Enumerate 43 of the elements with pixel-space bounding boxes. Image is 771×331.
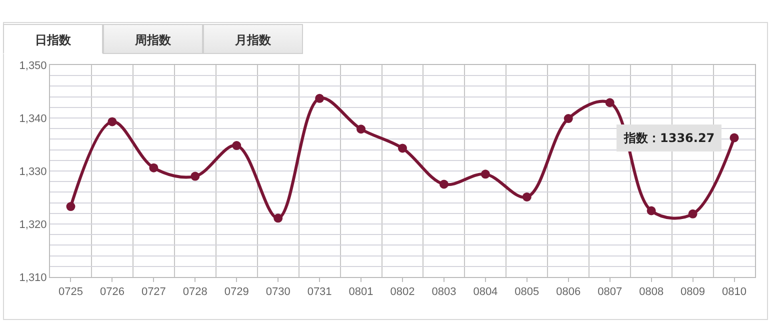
y-tick-label: 1,350 xyxy=(19,60,47,72)
x-tick-label: 0804 xyxy=(473,286,498,298)
point xyxy=(439,180,448,189)
point xyxy=(730,133,739,142)
x-tick-label: 0809 xyxy=(680,286,706,298)
x-tick-label: 0810 xyxy=(722,286,746,298)
point xyxy=(356,124,366,134)
point xyxy=(315,94,324,103)
point xyxy=(480,170,490,179)
point xyxy=(564,114,573,124)
point xyxy=(688,209,698,218)
x-tick-label: 0725 xyxy=(58,286,83,298)
text: 日指数 xyxy=(3,24,103,54)
point xyxy=(398,144,407,153)
point xyxy=(190,172,200,181)
annotation: 指数：1336.27 xyxy=(623,131,715,145)
x-tick-label: 0731 xyxy=(307,286,332,298)
point xyxy=(274,214,283,223)
y-tick-label: 1,320 xyxy=(19,218,47,231)
point xyxy=(149,163,158,172)
y-tick-label: 1,340 xyxy=(19,112,47,125)
y-tick-label: 1,330 xyxy=(19,166,47,178)
x-tick-label: 0726 xyxy=(100,286,124,298)
point xyxy=(66,202,76,212)
x-tick-label: 0729 xyxy=(224,286,249,298)
x-tick-label: 0803 xyxy=(432,286,456,298)
x-tick-label: 0728 xyxy=(182,286,208,298)
x-tick-label: 0805 xyxy=(514,286,540,298)
point xyxy=(232,141,242,150)
point xyxy=(522,192,532,202)
x-tick-label: 0801 xyxy=(348,286,374,298)
text: 月指数 xyxy=(203,24,303,54)
point xyxy=(605,98,614,108)
x-tick-label: 0807 xyxy=(598,286,622,298)
text: 周指数 xyxy=(103,24,203,54)
x-tick-label: 0806 xyxy=(556,286,581,298)
point xyxy=(646,206,656,216)
x-tick-label: 0727 xyxy=(141,286,166,298)
x-tick-label: 0802 xyxy=(390,286,415,298)
x-tick-label: 0730 xyxy=(266,286,290,298)
point xyxy=(108,117,117,126)
y-tick-label: 1,310 xyxy=(19,272,47,284)
x-tick-label: 0808 xyxy=(639,286,664,298)
